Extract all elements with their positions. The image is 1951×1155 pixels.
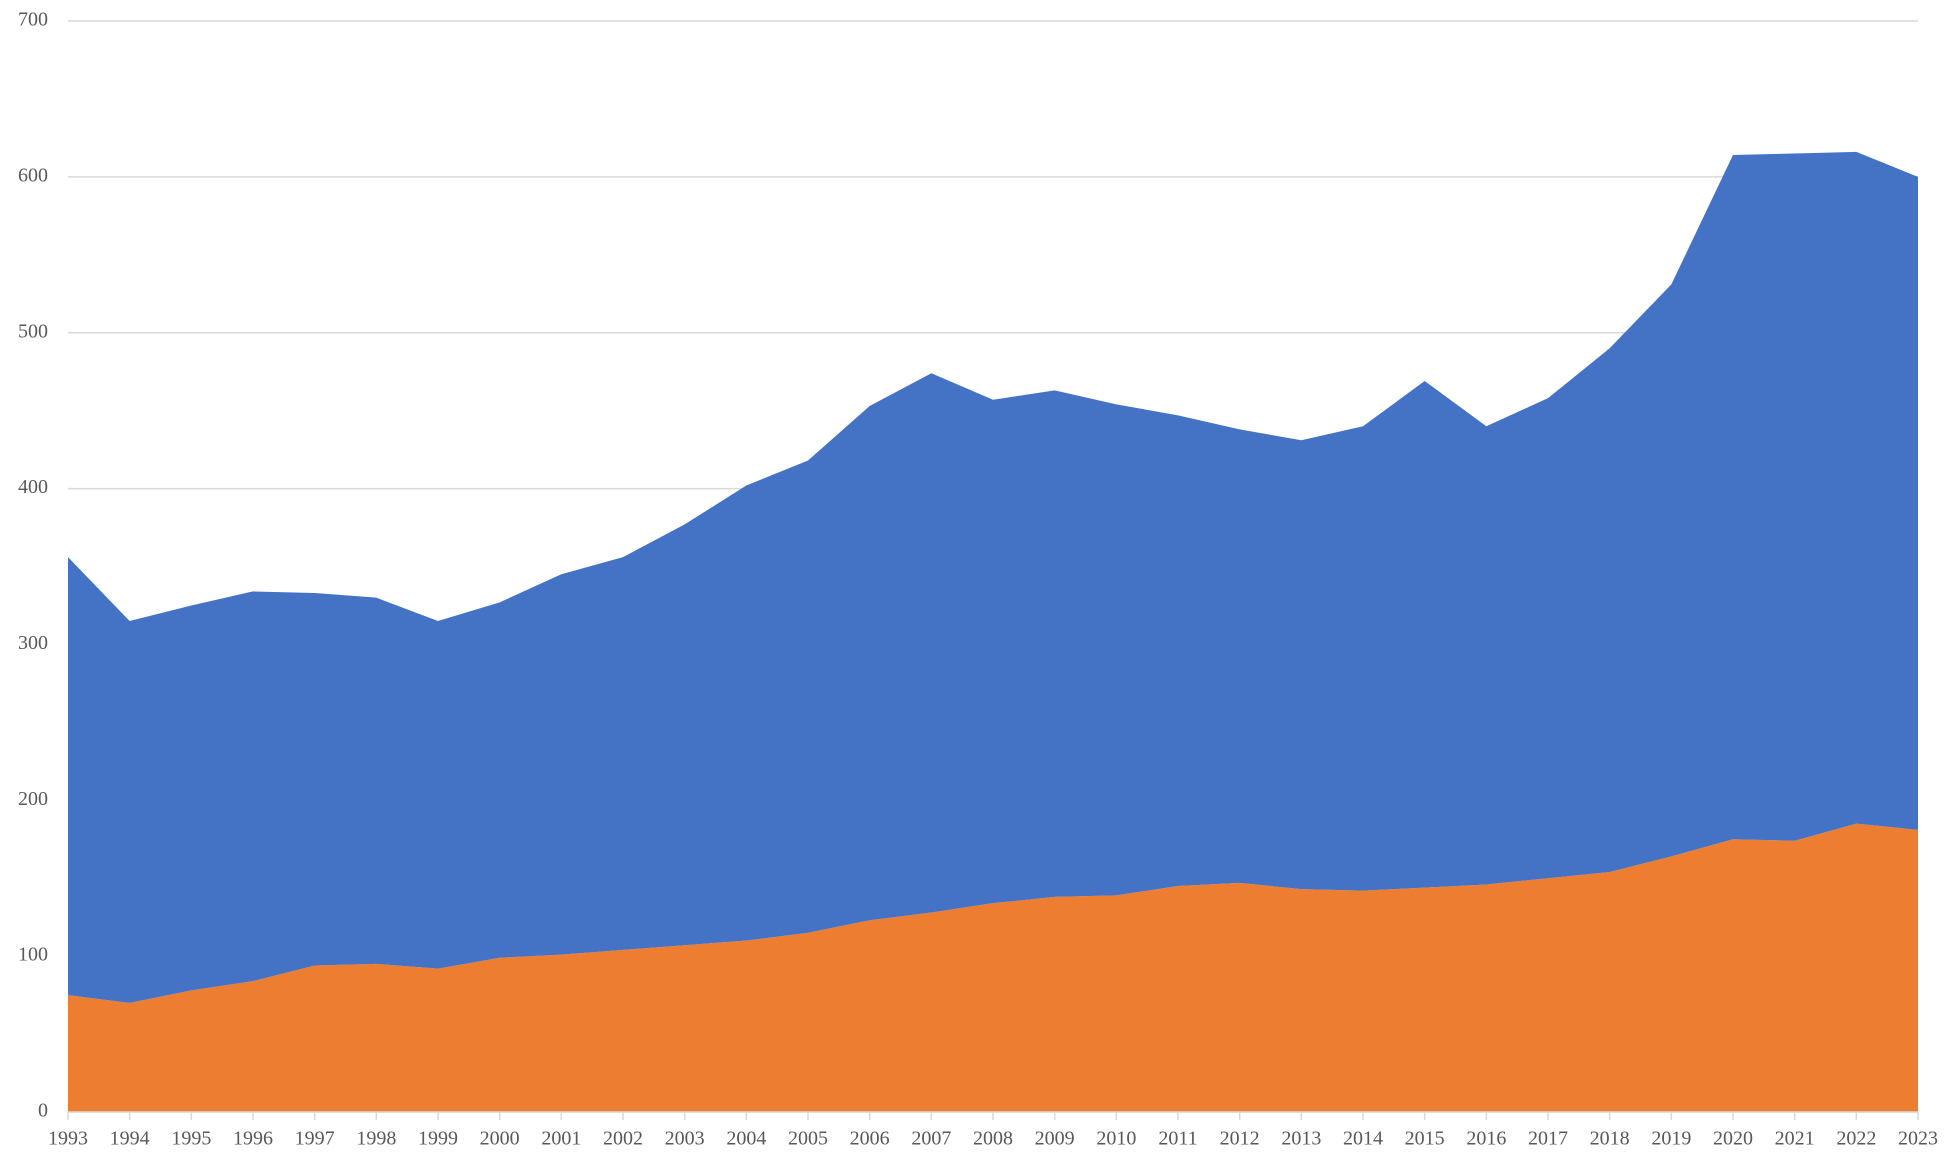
y-tick-label: 500 — [18, 320, 48, 342]
x-tick-label: 1994 — [110, 1128, 150, 1150]
y-tick-label: 600 — [18, 164, 48, 186]
y-tick-label: 0 — [38, 1100, 48, 1122]
x-tick-label: 1999 — [418, 1128, 458, 1150]
x-tick-label: 2022 — [1836, 1128, 1876, 1150]
y-tick-label: 100 — [18, 944, 48, 966]
x-tick-label: 2010 — [1096, 1128, 1136, 1150]
x-tick-label: 2002 — [603, 1128, 643, 1150]
x-tick-label: 1996 — [233, 1128, 273, 1150]
x-tick-label: 2008 — [973, 1128, 1013, 1150]
x-tick-label: 2003 — [665, 1128, 705, 1150]
x-tick-label: 2016 — [1466, 1128, 1506, 1150]
x-tick-label: 2004 — [726, 1128, 766, 1150]
x-tick-label: 2009 — [1035, 1128, 1075, 1150]
x-tick-label: 2012 — [1220, 1128, 1260, 1150]
x-tick-label: 2015 — [1405, 1128, 1445, 1150]
x-tick-label: 2005 — [788, 1128, 828, 1150]
y-tick-label: 700 — [18, 9, 48, 31]
x-tick-label: 1998 — [356, 1128, 396, 1150]
x-tick-label: 2023 — [1898, 1128, 1938, 1150]
x-tick-label: 2000 — [480, 1128, 520, 1150]
x-tick-label: 2018 — [1590, 1128, 1630, 1150]
y-tick-label: 200 — [18, 788, 48, 810]
x-tick-label: 2017 — [1528, 1128, 1568, 1150]
x-tick-label: 2011 — [1158, 1128, 1197, 1150]
x-tick-label: 1997 — [295, 1128, 335, 1150]
y-tick-label: 400 — [18, 476, 48, 498]
x-tick-label: 2013 — [1281, 1128, 1321, 1150]
area — [68, 151, 1918, 1003]
x-tick-label: 2001 — [541, 1128, 581, 1150]
x-tick-label: 1993 — [48, 1128, 88, 1150]
area — [68, 823, 1918, 1112]
y-tick-label: 300 — [18, 632, 48, 654]
x-tick-label: 2007 — [911, 1128, 951, 1150]
x-tick-label: 2020 — [1713, 1128, 1753, 1150]
x-tick-label: 2021 — [1775, 1128, 1815, 1150]
x-tick-label: 2014 — [1343, 1128, 1383, 1150]
x-tick-label: 1995 — [171, 1128, 211, 1150]
x-tick-label: 2006 — [850, 1128, 890, 1150]
x-tick-label: 2019 — [1651, 1128, 1691, 1150]
